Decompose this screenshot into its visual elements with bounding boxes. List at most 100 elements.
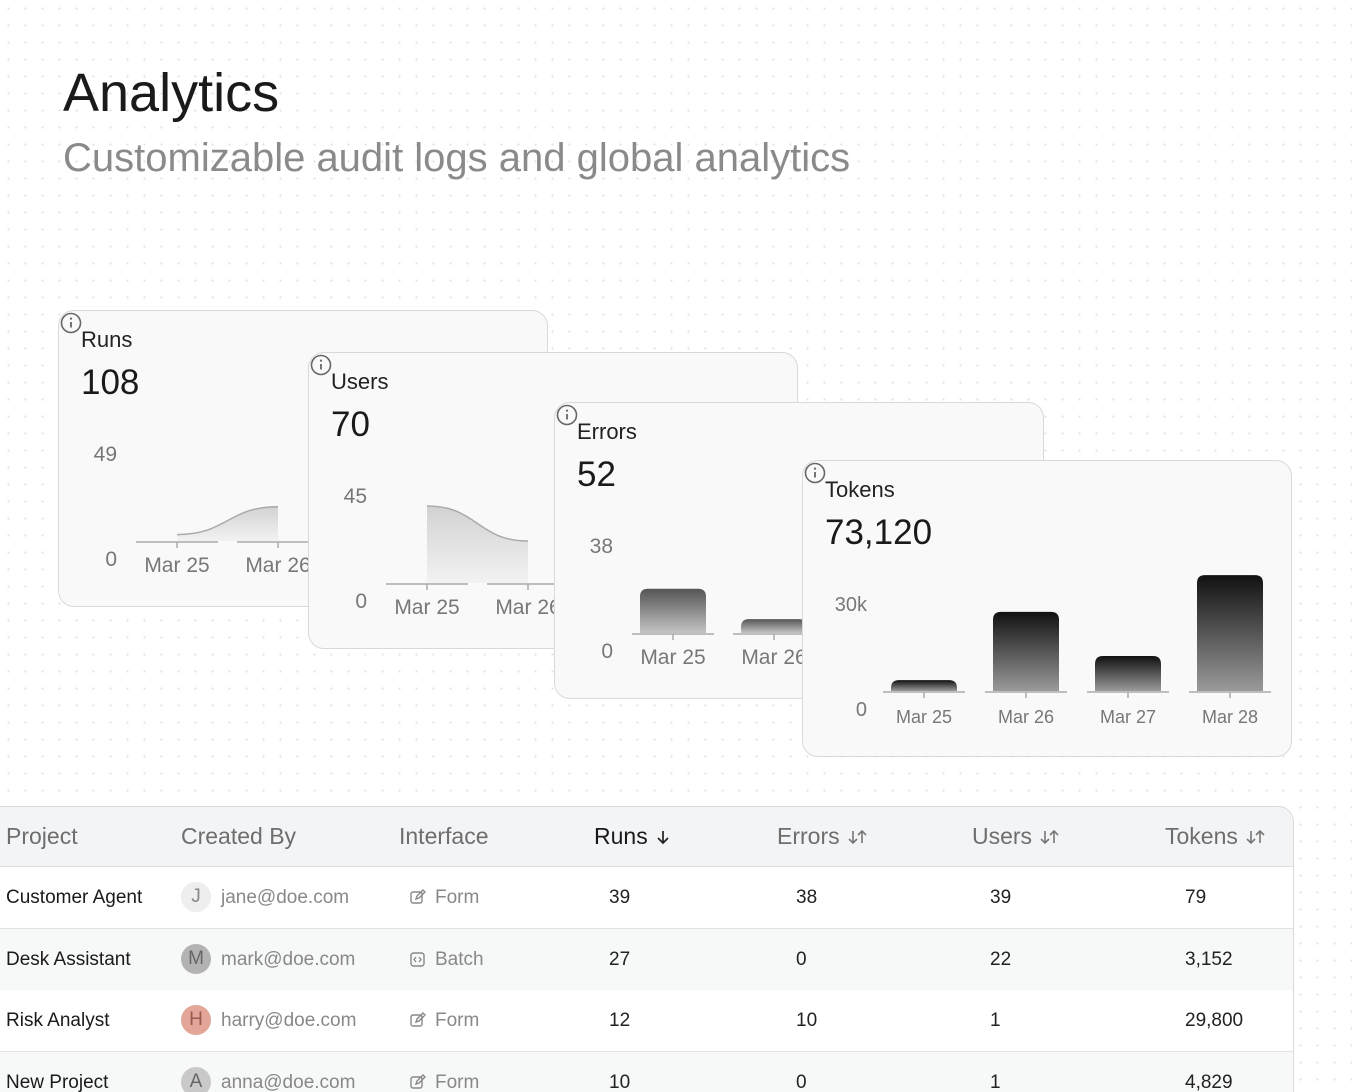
column-header: Users [972,823,1059,850]
cell: 22 [990,948,1012,970]
y-tick-label: 0 [601,640,613,663]
interface-icon [410,1012,426,1027]
project-name: Desk Assistant [6,948,131,970]
table: Project Created By Interface Runs Errors User… [0,806,1294,1092]
cell: 27 [609,948,631,970]
avatar: H [181,1005,211,1035]
cell: 79 [1185,887,1207,908]
column-label: Tokens [1165,823,1238,849]
bar [891,680,957,691]
y-tick-label: 0 [856,699,867,721]
project-name: Risk Analyst [6,1010,110,1031]
line [176,505,279,536]
info-icon [556,404,578,426]
column-header: Created By [181,823,296,850]
sort-icon [657,830,669,844]
interface: Form [435,1010,480,1031]
line [426,505,529,542]
cell: 39 [990,887,1012,908]
x-tick-label: Mar 27 [1100,707,1156,727]
email: harry@doe.com [221,1010,357,1031]
email: anna@doe.com [221,1071,356,1092]
x-tick-label: Mar 26 [245,554,310,577]
column-label: Interface [399,823,489,849]
x-tick-label: Mar 26 [998,707,1054,727]
bar [741,619,807,633]
email: jane@doe.com [221,887,350,908]
cell: 3,152 [1185,948,1233,970]
x-tick-label: Mar 25 [640,646,705,669]
chart: 0 45 Mar 25 Mar 26 [344,485,569,619]
column-label: Runs [594,823,648,849]
card-total: 70 [331,405,370,444]
cell: 10 [796,1010,818,1031]
avatar: J [181,882,211,912]
project-name: Customer Agent [6,887,143,908]
cell: 0 [796,948,807,970]
avatar: M [181,943,211,974]
column-header: Errors [777,823,867,850]
card-title: Tokens [825,477,895,502]
bar [640,588,706,633]
column-label: Created By [181,823,297,849]
interface: Form [435,1071,480,1092]
cell: 29,800 [1185,1010,1244,1031]
x-tick-label: Mar 28 [1202,707,1258,727]
x-tick-label: Mar 26 [495,596,560,619]
x-tick-label: Mar 25 [896,707,952,727]
card-title: Errors [577,419,637,444]
cell: 12 [609,1010,631,1031]
y-tick-label: 45 [344,485,367,508]
column-header: Tokens [1165,823,1265,850]
column-label: Errors [777,823,840,849]
x-tick-label: Mar 25 [394,596,459,619]
area [427,506,528,583]
sort-icon [848,829,867,844]
sort-icon [1040,829,1059,844]
cell: 1 [990,1071,1001,1092]
x-tick-label: Mar 25 [144,554,209,577]
area [177,506,278,541]
column-label: Users [972,823,1033,849]
interface-icon [410,889,426,904]
y-tick-label: 0 [355,590,367,613]
chart: 0 49 Mar 25 Mar 26 [94,443,319,577]
subtitle: Customizable audit logs and global analy… [63,136,851,180]
card-total: 52 [577,455,616,494]
x-tick-label: Mar 26 [741,646,806,669]
interface: Form [435,887,480,908]
cell: 4,829 [1185,1071,1233,1092]
interface-icon [410,1073,426,1089]
info-icon [804,462,826,484]
column-header: Interface [399,823,489,850]
column-header: Project [6,823,78,850]
metric-card: 0 30k Mar 25 Mar 26 Mar 27 Mar 28 Tokens 73,120 [802,460,1292,757]
cell: 0 [796,1071,807,1092]
sort-icon [1246,829,1265,844]
column-header: Runs [594,823,670,850]
card-total: 108 [81,363,140,402]
project-name: New Project [6,1071,109,1092]
card-total: 73,120 [825,513,933,552]
cell: 10 [609,1071,631,1092]
cell: 1 [990,1010,1001,1031]
y-tick-label: 0 [105,548,117,571]
interface-icon [410,951,425,967]
interface: Batch [435,948,484,970]
bar [1095,656,1161,691]
email: mark@doe.com [221,948,356,970]
chart: 0 38 Mar 25 Mar 26 [590,535,815,669]
bar [1197,575,1263,691]
avatar: A [181,1066,211,1092]
y-tick-label: 49 [94,443,117,466]
column-label: Project [6,823,78,849]
y-tick-label: 38 [590,535,613,558]
info-icon [310,354,332,376]
cell: 39 [609,887,631,908]
cell: 38 [796,887,818,908]
